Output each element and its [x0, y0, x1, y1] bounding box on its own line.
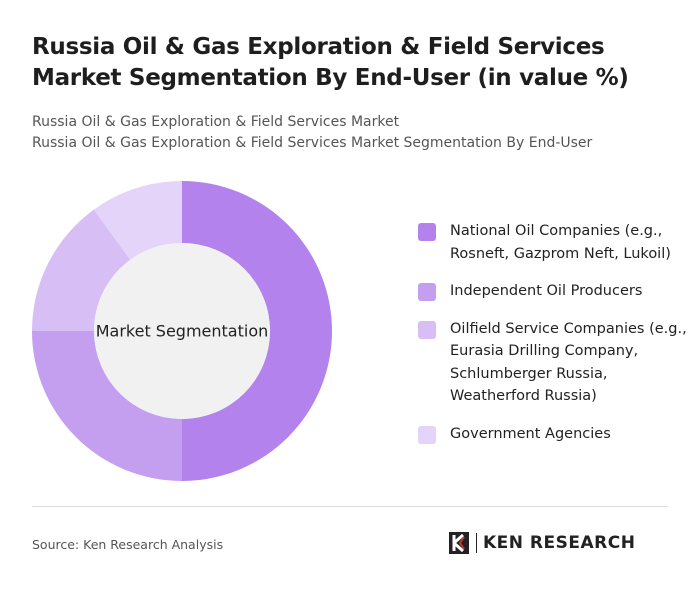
- legend-label: National Oil Companies (e.g., Rosneft, G…: [450, 223, 671, 262]
- logo: KEN RESEARCH: [448, 531, 635, 555]
- center-label: Market Segmentation: [96, 322, 269, 341]
- chart: Market Segmentation: [32, 181, 332, 481]
- legend-swatch: [418, 425, 436, 444]
- chart-title: Russia Oil & Gas Exploration & Field Ser…: [32, 34, 629, 91]
- subtitle: Russia Oil & Gas Exploration & Field Ser…: [32, 135, 593, 151]
- slice: [93, 181, 182, 260]
- subtitle: Russia Oil & Gas Exploration & Field Ser…: [32, 114, 400, 130]
- legend: National Oil Companies (e.g., Rosneft, G…: [418, 220, 688, 460]
- legend-label: Independent Oil Producers: [450, 283, 643, 299]
- divider: [32, 506, 668, 507]
- legend-item: National Oil Companies (e.g., Rosneft, G…: [418, 220, 688, 265]
- slice: [182, 181, 332, 481]
- legend-label: Oilfield Service Companies (e.g., Eurasi…: [450, 320, 687, 405]
- slice: [32, 331, 182, 481]
- legend-swatch: [418, 223, 436, 241]
- source: Source: Ken Research Analysis: [32, 537, 224, 552]
- legend-swatch: [418, 320, 436, 339]
- brand: KEN RESEARCH: [483, 533, 636, 553]
- legend-item: Government Agencies: [418, 423, 688, 446]
- slice: [32, 209, 131, 331]
- legend-item: Oilfield Service Companies (e.g., Eurasi…: [418, 318, 688, 408]
- legend-item: Independent Oil Producers: [418, 280, 688, 303]
- donut-hole: [94, 243, 270, 419]
- legend-swatch: [418, 283, 436, 301]
- legend-label: Government Agencies: [450, 425, 611, 442]
- logo-icon: [449, 532, 469, 554]
